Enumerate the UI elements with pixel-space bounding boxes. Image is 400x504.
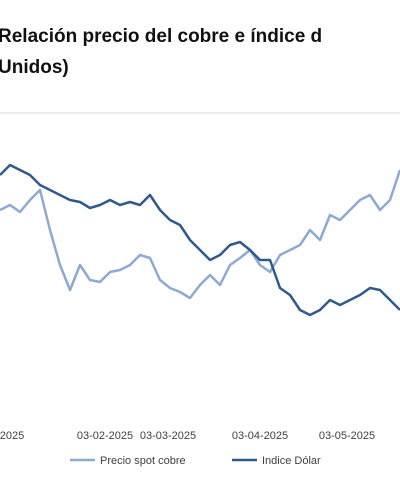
x-tick-label: 03-04-2025 [232, 430, 288, 442]
line-series [0, 169, 400, 300]
legend-label: Indice Dólar [262, 455, 321, 467]
legend-label: Precio spot cobre [100, 455, 186, 467]
line-series [0, 163, 400, 317]
chart-title: Relación precio del cobre e índice d [0, 26, 322, 47]
x-tick-label: 03-03-2025 [140, 430, 196, 442]
chart-title: Unidos) [0, 57, 69, 78]
x-tick-label: 03-05-2025 [319, 430, 375, 442]
x-tick-label: 03-02-2025 [77, 430, 133, 442]
x-tick-label: 2025 [0, 430, 24, 442]
